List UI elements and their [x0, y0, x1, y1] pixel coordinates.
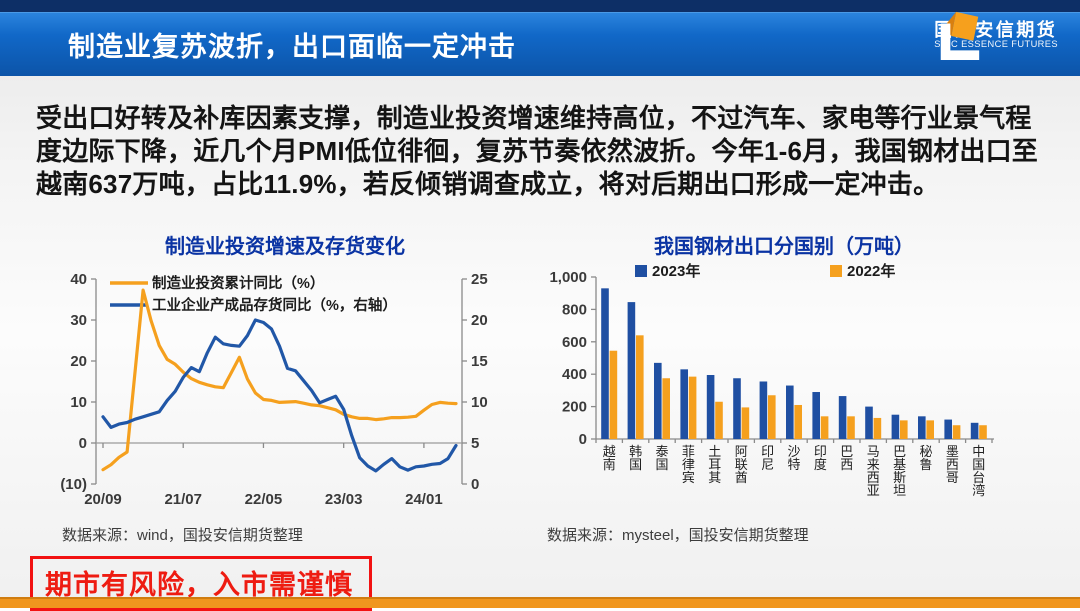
- svg-text:22/05: 22/05: [245, 491, 283, 508]
- svg-text:800: 800: [562, 301, 587, 318]
- svg-text:200: 200: [562, 399, 587, 416]
- top-navy-strip: [0, 0, 1080, 12]
- bar-chart-title: 我国钢材出口分国别（万吨）: [654, 236, 914, 258]
- line-chart: 40 30 20 10 0 (10) 25 20 15 10 5 0 20/09 21/07 22/05 23…: [60, 271, 488, 508]
- svg-text:20/09: 20/09: [84, 491, 122, 508]
- svg-text:工业企业产成品存货同比（%，右轴）: 工业企业产成品存货同比（%，右轴）: [152, 296, 397, 314]
- page-title: 制造业复苏波折，出口面临一定冲击: [68, 32, 516, 62]
- svg-text:菲律宾: 菲律宾: [682, 444, 695, 485]
- svg-text:10: 10: [70, 394, 87, 411]
- svg-text:400: 400: [562, 366, 587, 383]
- logo-icon: [941, 12, 980, 61]
- svg-text:10: 10: [471, 394, 488, 411]
- svg-text:600: 600: [562, 334, 587, 351]
- svg-text:0: 0: [579, 431, 587, 448]
- line-chart-title: 制造业投资增速及存货变化: [165, 236, 405, 258]
- svg-text:5: 5: [471, 435, 479, 452]
- svg-text:25: 25: [471, 271, 488, 288]
- svg-text:马来西亚: 马来西亚: [867, 444, 880, 498]
- svg-text:21/07: 21/07: [164, 491, 202, 508]
- svg-text:24/01: 24/01: [405, 491, 443, 508]
- svg-text:巴西: 巴西: [840, 444, 853, 472]
- svg-text:印度: 印度: [814, 444, 827, 472]
- svg-text:印尼: 印尼: [761, 444, 774, 472]
- svg-text:秘鲁: 秘鲁: [919, 444, 932, 472]
- svg-text:23/03: 23/03: [325, 491, 363, 508]
- svg-text:巴基斯坦: 巴基斯坦: [893, 444, 906, 498]
- svg-text:制造业投资累计同比（%）: 制造业投资累计同比（%）: [152, 274, 324, 292]
- logo: 国投安信期货 SDIC ESSENCE FUTURES: [934, 12, 1058, 61]
- svg-text:20: 20: [471, 312, 488, 329]
- logo-name-en: SDIC ESSENCE FUTURES: [934, 38, 1058, 49]
- svg-text:2022年: 2022年: [847, 262, 895, 280]
- svg-text:越南: 越南: [603, 444, 616, 472]
- svg-text:沙特: 沙特: [787, 444, 800, 472]
- svg-text:阿联酋: 阿联酋: [735, 444, 748, 485]
- svg-text:15: 15: [471, 353, 488, 370]
- svg-text:中国台湾: 中国台湾: [972, 444, 985, 498]
- svg-text:墨西哥: 墨西哥: [946, 444, 959, 485]
- svg-text:土耳其: 土耳其: [708, 444, 721, 485]
- svg-text:1,000: 1,000: [549, 269, 587, 286]
- svg-text:0: 0: [79, 435, 87, 452]
- summary-text: 受出口好转及补库因素支撑，制造业投资增速维持高位，不过汽车、家电等行业景气程度边…: [36, 103, 1039, 199]
- bottom-orange-bar: [0, 597, 1080, 608]
- bar-chart-source: 数据来源：mysteel，国投安信期货整理: [547, 527, 809, 544]
- svg-text:0: 0: [471, 476, 479, 493]
- line-chart-source: 数据来源：wind，国投安信期货整理: [62, 527, 303, 544]
- svg-text:韩国: 韩国: [629, 444, 642, 472]
- svg-text:40: 40: [70, 271, 87, 288]
- svg-text:20: 20: [70, 353, 87, 370]
- svg-text:30: 30: [70, 312, 87, 329]
- svg-text:(10): (10): [60, 476, 87, 493]
- svg-text:泰国: 泰国: [655, 444, 668, 472]
- header: 制造业复苏波折，出口面临一定冲击 国投安信期货 SDIC ESSENCE FUT…: [0, 12, 1080, 76]
- bar-chart: 02004006008001,000越南韩国泰国菲律宾土耳其阿联酋印尼沙特印度巴…: [549, 262, 994, 498]
- svg-text:2023年: 2023年: [652, 262, 700, 280]
